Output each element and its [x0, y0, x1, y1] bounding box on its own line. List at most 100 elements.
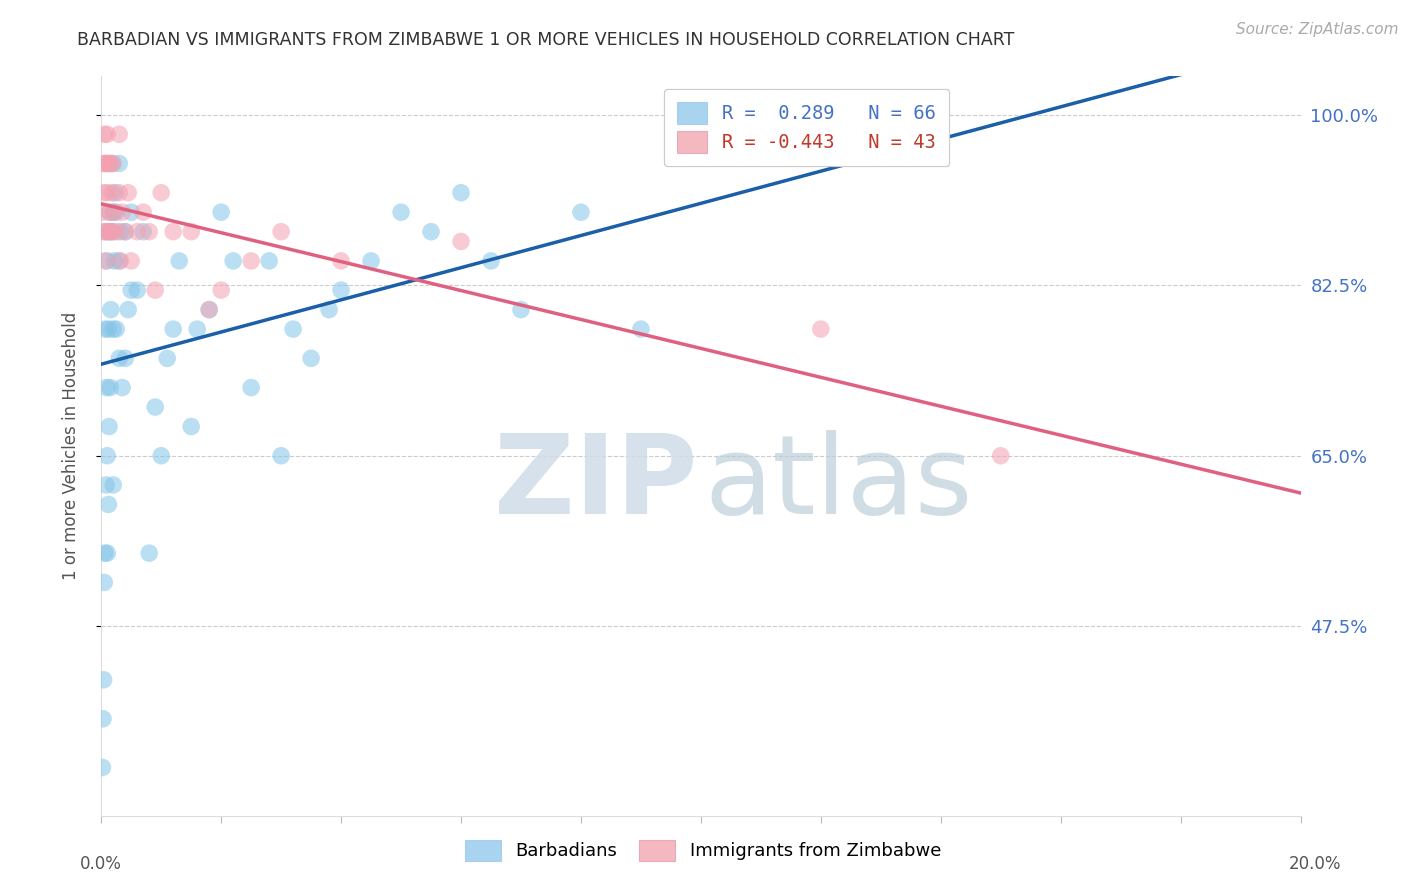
Point [94, 225, 117, 239]
Point [240, 380, 263, 394]
Point [97, 156, 120, 170]
Point [110, 253, 132, 268]
Point [105, 205, 128, 219]
Point [222, 253, 245, 268]
Point [270, 449, 292, 463]
Point [98, 205, 121, 219]
Point [98, 225, 121, 239]
Point [103, 205, 125, 219]
Point [111, 380, 134, 394]
Point [101, 156, 124, 170]
Text: BARBADIAN VS IMMIGRANTS FROM ZIMBABWE 1 OR MORE VEHICLES IN HOUSEHOLD CORRELATIO: BARBADIAN VS IMMIGRANTS FROM ZIMBABWE 1 … [77, 31, 1015, 49]
Point [143, 283, 166, 297]
Point [96, 380, 118, 394]
Point [114, 225, 136, 239]
Point [108, 253, 131, 268]
Point [108, 186, 131, 200]
Point [186, 322, 208, 336]
Point [180, 225, 202, 239]
Point [281, 322, 304, 336]
Point [103, 322, 125, 336]
Point [117, 302, 139, 317]
Point [98, 205, 121, 219]
Point [98, 419, 121, 434]
Point [270, 225, 292, 239]
Point [127, 225, 149, 239]
Point [360, 253, 382, 268]
Point [330, 253, 353, 268]
Text: atlas: atlas [704, 430, 973, 536]
Point [132, 225, 155, 239]
Point [127, 283, 149, 297]
Point [91, 205, 114, 219]
Point [299, 351, 322, 366]
Text: ZIP: ZIP [494, 430, 697, 536]
Point [318, 302, 340, 317]
Point [510, 302, 533, 317]
Point [97, 322, 120, 336]
Point [110, 225, 132, 239]
Point [114, 351, 136, 366]
Point [257, 253, 280, 268]
Point [103, 253, 125, 268]
Legend: R =  0.289   N = 66, R = -0.443   N = 43: R = 0.289 N = 66, R = -0.443 N = 43 [665, 89, 949, 166]
Point [114, 225, 136, 239]
Point [98, 380, 121, 394]
Point [93, 186, 115, 200]
Point [96, 186, 118, 200]
Point [120, 253, 142, 268]
Point [198, 302, 221, 317]
Point [330, 283, 353, 297]
Point [103, 225, 125, 239]
Point [100, 302, 122, 317]
Point [810, 322, 832, 336]
Point [100, 225, 122, 239]
Point [98, 156, 121, 170]
Point [91, 225, 114, 239]
Point [94, 322, 117, 336]
Point [450, 186, 472, 200]
Point [96, 128, 118, 142]
Point [100, 225, 122, 239]
Point [93, 575, 115, 590]
Y-axis label: 1 or more Vehicles in Household: 1 or more Vehicles in Household [62, 312, 80, 580]
Point [138, 546, 160, 560]
Point [162, 322, 184, 336]
Point [156, 351, 179, 366]
Point [111, 205, 134, 219]
Point [420, 225, 443, 239]
Point [450, 235, 472, 249]
Point [240, 253, 263, 268]
Point [209, 283, 232, 297]
Point [990, 449, 1012, 463]
Point [96, 253, 118, 268]
Point [103, 156, 125, 170]
Point [91, 712, 114, 726]
Point [94, 546, 117, 560]
Text: Source: ZipAtlas.com: Source: ZipAtlas.com [1236, 22, 1399, 37]
Point [97, 498, 120, 512]
Point [96, 156, 118, 170]
Point [143, 400, 166, 414]
Point [103, 205, 125, 219]
Point [479, 253, 502, 268]
Point [630, 322, 652, 336]
Point [105, 322, 128, 336]
Point [96, 546, 118, 560]
Point [103, 478, 125, 492]
Point [198, 302, 221, 317]
Text: 20.0%: 20.0% [1288, 855, 1341, 872]
Point [108, 156, 131, 170]
Point [162, 225, 184, 239]
Point [101, 186, 124, 200]
Point [93, 156, 115, 170]
Text: 0.0%: 0.0% [80, 855, 122, 872]
Point [138, 225, 160, 239]
Point [91, 760, 114, 774]
Point [569, 205, 592, 219]
Point [93, 128, 115, 142]
Point [94, 253, 117, 268]
Legend: Barbadians, Immigrants from Zimbabwe: Barbadians, Immigrants from Zimbabwe [456, 830, 950, 870]
Point [120, 283, 142, 297]
Point [97, 225, 120, 239]
